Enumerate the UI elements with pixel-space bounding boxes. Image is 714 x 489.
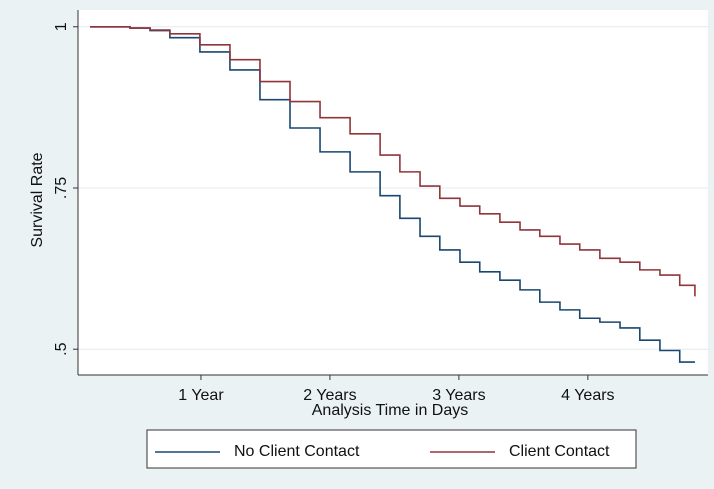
- survival-line: [90, 25, 695, 363]
- x-tick-label: 1 Year: [178, 387, 224, 404]
- survival-line: [90, 25, 696, 297]
- x-tick-label: 3 Years: [432, 387, 485, 404]
- legend: [146, 429, 637, 469]
- plot-area: [78, 10, 708, 375]
- x-tick-label: 2 Years: [303, 387, 356, 404]
- x-axis-title: Analysis Time in Days: [312, 402, 469, 419]
- legend-label: No Client Contact: [234, 443, 360, 460]
- y-axis-title: Survival Rate: [29, 152, 46, 247]
- legend-label: Client Contact: [509, 443, 610, 460]
- y-tick-label: .5: [53, 342, 70, 355]
- x-tick-label: 4 Years: [561, 387, 614, 404]
- y-tick-label: 1: [53, 22, 70, 31]
- y-tick-label: .75: [53, 177, 70, 199]
